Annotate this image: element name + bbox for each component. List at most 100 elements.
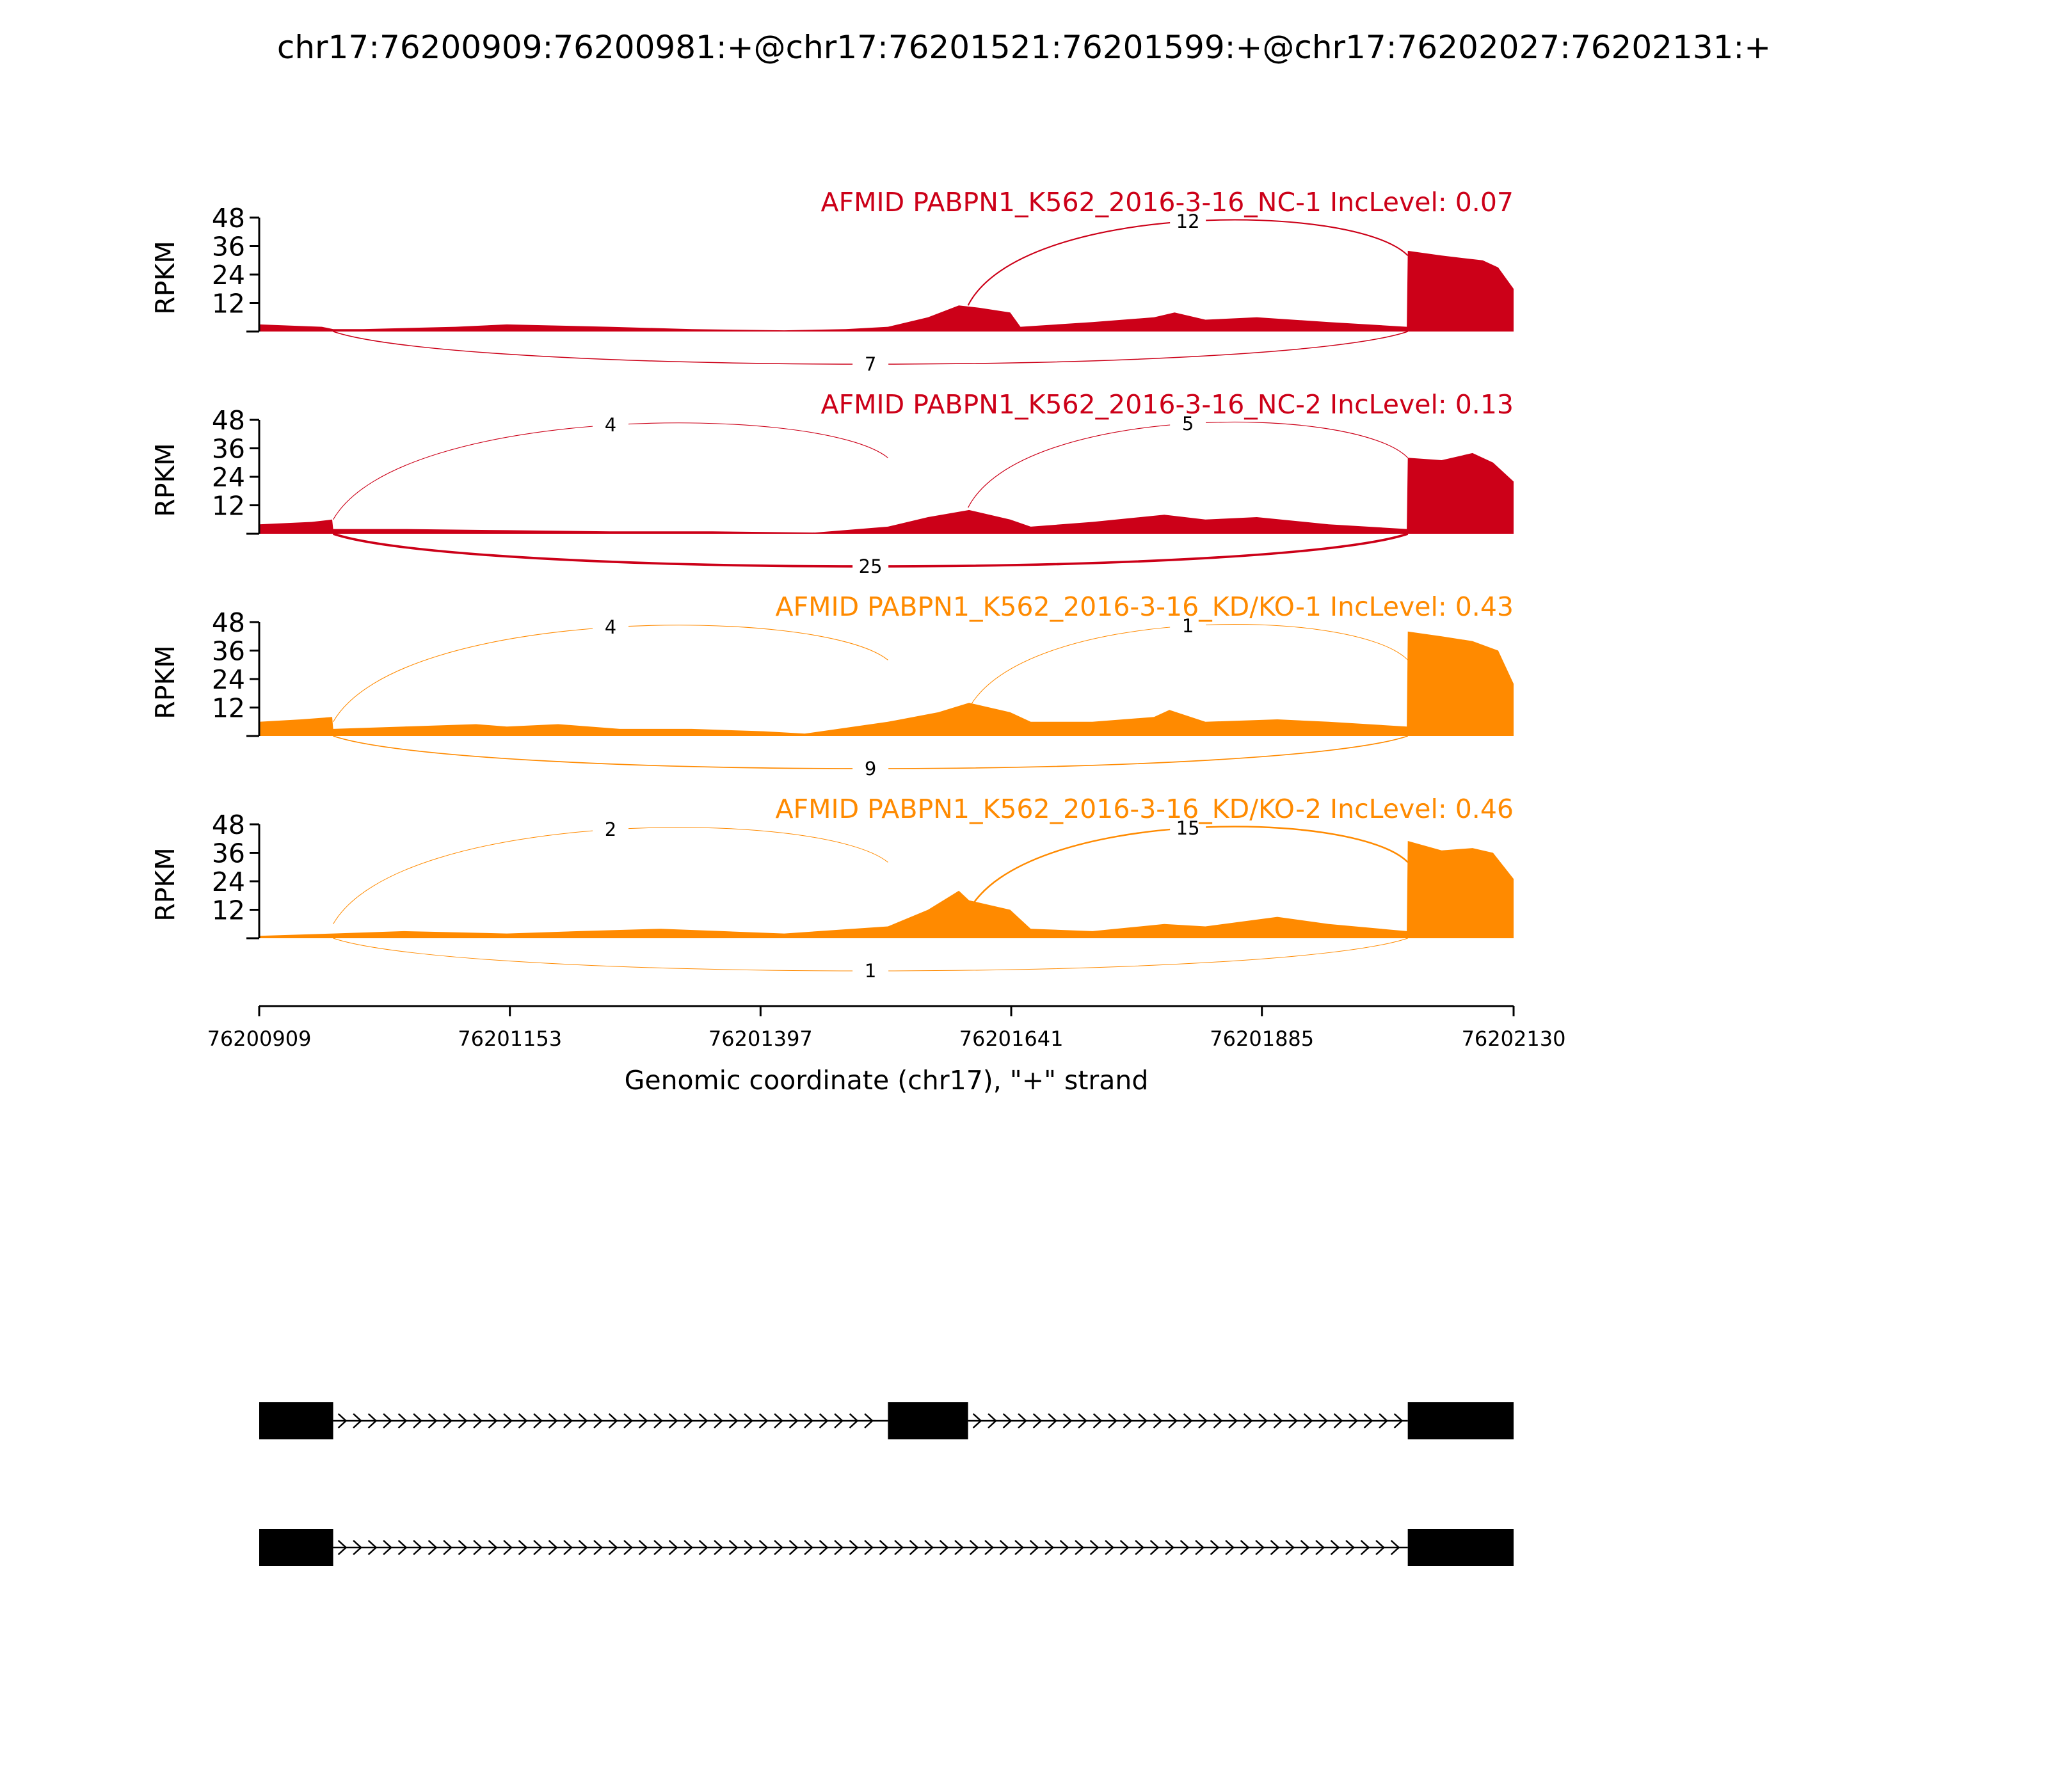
strand-arrow (1018, 1413, 1027, 1428)
strand-arrow (428, 1413, 438, 1428)
strand-arrow (864, 1413, 874, 1428)
strand-arrow (1348, 1413, 1358, 1428)
y-tick-label: 36 (212, 434, 245, 465)
strand-arrow (548, 1413, 558, 1428)
strand-arrow (638, 1540, 648, 1555)
strand-arrow (684, 1540, 693, 1555)
junction-count-bg (1170, 614, 1206, 637)
coverage-area (259, 631, 1514, 736)
strand-arrow (1059, 1540, 1069, 1555)
exon-block (259, 1529, 333, 1566)
strand-arrow (1330, 1540, 1340, 1555)
strand-arrow (804, 1540, 813, 1555)
strand-arrow (1240, 1540, 1250, 1555)
junction-count-label: 25 (859, 556, 883, 577)
strand-arrow (1089, 1540, 1100, 1555)
strand-arrow (1379, 1413, 1388, 1428)
strand-arrow (563, 1413, 573, 1428)
strand-arrow (714, 1413, 723, 1428)
track-label: AFMID PABPN1_K562_2016-3-16_KD/KO-1 IncL… (775, 591, 1514, 622)
junction-count-bg (852, 353, 889, 376)
strand-arrow (684, 1413, 693, 1428)
track-label: AFMID PABPN1_K562_2016-3-16_KD/KO-2 IncL… (775, 794, 1514, 824)
strand-arrow (1062, 1413, 1073, 1428)
strand-arrow (1390, 1540, 1400, 1555)
strand-arrow (788, 1540, 799, 1555)
x-tick-label: 76201397 (708, 1027, 813, 1051)
strand-arrow (458, 1413, 468, 1428)
strand-arrow (608, 1540, 618, 1555)
strand-arrow (383, 1540, 392, 1555)
page-title: chr17:76200909:76200981:+@chr17:76201521… (276, 29, 1772, 66)
exon-block (1407, 1402, 1514, 1439)
strand-arrow (1303, 1413, 1313, 1428)
strand-arrow (698, 1540, 708, 1555)
y-tick-label: 24 (212, 462, 245, 493)
x-tick-label: 76201885 (1210, 1027, 1314, 1051)
strand-arrow (698, 1413, 708, 1428)
junction-count-label: 9 (865, 758, 876, 780)
strand-arrow (638, 1413, 648, 1428)
coverage-area (259, 250, 1514, 332)
junction-count-bg (852, 959, 889, 982)
strand-arrow (608, 1413, 618, 1428)
track-label: AFMID PABPN1_K562_2016-3-16_NC-1 IncLeve… (821, 187, 1514, 218)
strand-arrow (413, 1540, 422, 1555)
strand-arrow (758, 1540, 769, 1555)
strand-arrow (1363, 1413, 1373, 1428)
junction-count-bg (1170, 412, 1206, 435)
junction-arc (333, 422, 888, 520)
strand-arrow (488, 1413, 498, 1428)
strand-arrow (518, 1413, 528, 1428)
y-tick-label: 36 (212, 232, 245, 262)
strand-arrow (788, 1413, 799, 1428)
strand-arrow (668, 1540, 678, 1555)
strand-arrow (533, 1540, 543, 1555)
strand-arrow (1014, 1540, 1024, 1555)
strand-arrow (744, 1413, 753, 1428)
strand-arrow (1198, 1413, 1208, 1428)
y-tick-label: 24 (212, 867, 245, 897)
strand-arrow (1108, 1413, 1117, 1428)
x-axis: 76200909 76201153 76201397 76201641 76201885… (207, 1005, 1565, 1096)
strand-arrow (367, 1540, 378, 1555)
strand-arrow (969, 1540, 979, 1555)
strand-arrow (1225, 1540, 1235, 1555)
strand-arrow (744, 1540, 753, 1555)
strand-arrow (413, 1413, 422, 1428)
strand-arrow (1002, 1413, 1012, 1428)
strand-arrow (443, 1540, 452, 1555)
strand-arrow (548, 1540, 558, 1555)
y-tick-label: 24 (212, 260, 245, 291)
strand-arrow (1228, 1413, 1238, 1428)
strand-arrow (503, 1540, 513, 1555)
strand-arrow (728, 1540, 739, 1555)
strand-arrow (593, 1540, 603, 1555)
strand-arrow (1318, 1413, 1328, 1428)
strand-arrow (1333, 1413, 1343, 1428)
strand-arrow (1044, 1540, 1054, 1555)
strand-arrow (1300, 1540, 1310, 1555)
strand-arrow (1288, 1413, 1298, 1428)
junction-count-label: 7 (865, 353, 876, 375)
strand-arrow (819, 1540, 829, 1555)
strand-arrow (1393, 1413, 1404, 1428)
strand-arrow (1270, 1540, 1280, 1555)
strand-arrow (1168, 1413, 1178, 1428)
strand-arrow (488, 1540, 498, 1555)
y-tick-label: 36 (212, 636, 245, 667)
exon-block (1407, 1529, 1514, 1566)
strand-arrow (924, 1540, 934, 1555)
strand-arrow (758, 1413, 769, 1428)
strand-arrow (1360, 1540, 1370, 1555)
junction-count-bg (592, 818, 628, 842)
junction-count-label: 5 (1182, 413, 1194, 435)
junction-count-bg (592, 413, 628, 437)
strand-arrow (653, 1413, 663, 1428)
strand-arrow (1210, 1540, 1220, 1555)
y-tick-label: 48 (212, 405, 245, 436)
